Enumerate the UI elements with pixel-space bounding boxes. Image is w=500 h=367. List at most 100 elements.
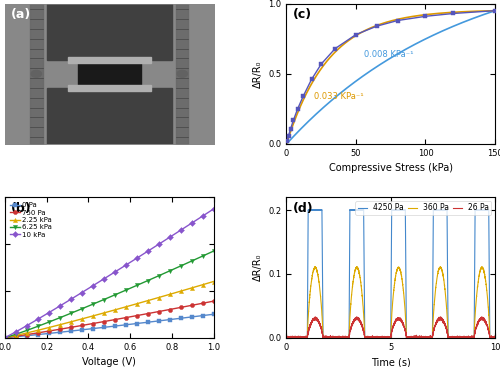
6.25 kPa bbox=[24, 328, 30, 333]
6.25 kPa bbox=[156, 273, 162, 278]
2.25 kPa bbox=[24, 331, 30, 335]
Circle shape bbox=[177, 70, 188, 77]
6.25 kPa bbox=[122, 288, 128, 292]
4250 Pa bbox=[284, 335, 290, 339]
6.25 kPa bbox=[68, 311, 74, 316]
750 Pa bbox=[101, 319, 107, 324]
2.25 kPa bbox=[200, 283, 205, 287]
26 Pa bbox=[284, 335, 290, 340]
X-axis label: Time (s): Time (s) bbox=[371, 357, 410, 367]
Polygon shape bbox=[46, 4, 172, 60]
10 kPa bbox=[68, 297, 74, 302]
2.25 kPa bbox=[68, 320, 74, 324]
26 Pa bbox=[322, 335, 328, 339]
10 kPa bbox=[90, 284, 96, 288]
4250 Pa bbox=[455, 335, 461, 340]
2.25 kPa bbox=[57, 323, 63, 327]
750 Pa bbox=[210, 299, 216, 304]
360 Pa bbox=[439, 268, 445, 273]
750 Pa bbox=[46, 329, 52, 333]
4250 Pa bbox=[492, 335, 498, 340]
360 Pa bbox=[408, 335, 414, 340]
0 Pa bbox=[24, 334, 30, 338]
10 kPa bbox=[13, 330, 19, 334]
2.25 kPa bbox=[144, 298, 150, 303]
10 kPa bbox=[200, 214, 205, 218]
26 Pa bbox=[455, 335, 461, 340]
0 Pa bbox=[57, 330, 63, 334]
0 Pa bbox=[101, 325, 107, 330]
Line: 2.25 kPa: 2.25 kPa bbox=[3, 279, 216, 340]
10 kPa bbox=[144, 249, 150, 254]
X-axis label: Voltage (V): Voltage (V) bbox=[82, 357, 136, 367]
2.25 kPa bbox=[2, 335, 8, 340]
10 kPa bbox=[188, 221, 194, 225]
750 Pa bbox=[35, 331, 41, 335]
Circle shape bbox=[28, 68, 44, 79]
0 Pa bbox=[112, 324, 117, 328]
2.25 kPa bbox=[35, 328, 41, 333]
10 kPa bbox=[101, 277, 107, 281]
Line: 26 Pa: 26 Pa bbox=[286, 317, 495, 338]
6.25 kPa bbox=[79, 306, 85, 311]
26 Pa bbox=[438, 315, 444, 319]
6.25 kPa bbox=[166, 269, 172, 273]
10 kPa bbox=[24, 323, 30, 328]
Text: (a): (a) bbox=[12, 8, 32, 21]
Text: (d): (d) bbox=[292, 201, 314, 215]
Line: 6.25 kPa: 6.25 kPa bbox=[3, 249, 216, 340]
750 Pa bbox=[188, 303, 194, 308]
10 kPa bbox=[156, 242, 162, 247]
0 Pa bbox=[200, 313, 205, 318]
2.25 kPa bbox=[166, 292, 172, 297]
6.25 kPa bbox=[90, 302, 96, 306]
2.25 kPa bbox=[210, 279, 216, 284]
750 Pa bbox=[178, 305, 184, 310]
26 Pa bbox=[284, 334, 290, 339]
0 Pa bbox=[210, 312, 216, 316]
2.25 kPa bbox=[112, 308, 117, 312]
Line: 750 Pa: 750 Pa bbox=[3, 299, 216, 340]
6.25 kPa bbox=[188, 259, 194, 263]
Polygon shape bbox=[68, 85, 151, 91]
2.25 kPa bbox=[134, 302, 140, 306]
Line: 4250 Pa: 4250 Pa bbox=[286, 210, 495, 338]
6.25 kPa bbox=[2, 335, 8, 340]
750 Pa bbox=[156, 309, 162, 314]
26 Pa bbox=[439, 316, 445, 321]
10 kPa bbox=[134, 256, 140, 261]
10 kPa bbox=[79, 290, 85, 295]
0 Pa bbox=[188, 315, 194, 319]
360 Pa bbox=[322, 335, 328, 339]
Circle shape bbox=[31, 70, 42, 77]
750 Pa bbox=[122, 316, 128, 320]
360 Pa bbox=[284, 335, 290, 339]
0 Pa bbox=[79, 328, 85, 332]
0 Pa bbox=[35, 333, 41, 337]
6.25 kPa bbox=[13, 332, 19, 337]
4250 Pa bbox=[284, 335, 290, 340]
2.25 kPa bbox=[178, 289, 184, 293]
360 Pa bbox=[438, 265, 444, 269]
750 Pa bbox=[2, 335, 8, 340]
6.25 kPa bbox=[210, 249, 216, 253]
26 Pa bbox=[408, 335, 414, 340]
4250 Pa bbox=[432, 207, 438, 212]
4250 Pa bbox=[419, 335, 425, 340]
750 Pa bbox=[144, 312, 150, 316]
750 Pa bbox=[90, 321, 96, 326]
Legend: 0 Pa, 750 Pa, 2.25 kPa, 6.25 kPa, 10 kPa: 0 Pa, 750 Pa, 2.25 kPa, 6.25 kPa, 10 kPa bbox=[8, 201, 54, 239]
10 kPa bbox=[178, 228, 184, 232]
2.25 kPa bbox=[122, 305, 128, 309]
0 Pa bbox=[178, 316, 184, 320]
Polygon shape bbox=[78, 60, 140, 88]
2.25 kPa bbox=[156, 295, 162, 300]
Y-axis label: ΔR/R₀: ΔR/R₀ bbox=[253, 60, 263, 88]
2.25 kPa bbox=[188, 286, 194, 290]
0 Pa bbox=[144, 320, 150, 324]
6.25 kPa bbox=[101, 297, 107, 302]
Text: (c): (c) bbox=[292, 8, 312, 21]
2.25 kPa bbox=[13, 333, 19, 338]
6.25 kPa bbox=[178, 264, 184, 268]
0 Pa bbox=[156, 319, 162, 323]
